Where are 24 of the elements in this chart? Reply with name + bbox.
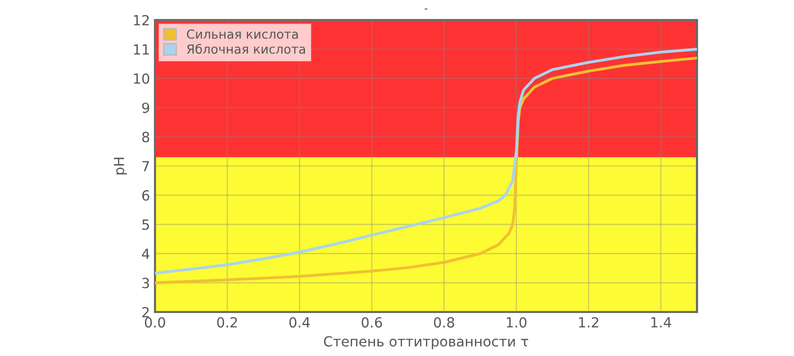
- chart-title: -: [424, 8, 428, 10]
- x-tick-label: 1.0: [506, 317, 526, 328]
- legend-label: Сильная кислота: [186, 29, 298, 39]
- y-tick-label: 6: [142, 190, 150, 201]
- y-tick-label: 7: [142, 161, 149, 172]
- y-tick-label: 2: [142, 306, 149, 318]
- x-tick-label: 0.6: [362, 317, 382, 328]
- x-tick-label: 0.2: [217, 317, 237, 328]
- y-tick-label: 5: [142, 220, 149, 230]
- x-tick-label: 0.8: [434, 317, 454, 328]
- y-tick-label: 12: [134, 14, 149, 26]
- legend-label: Яблочная кислота: [187, 44, 305, 54]
- x-tick-label: 1.2: [579, 317, 598, 328]
- y-tick-label: 9: [142, 102, 150, 114]
- x-tick-label: 1.4: [651, 317, 672, 328]
- y-axis-title: pH: [114, 158, 127, 174]
- y-tick-label: 10: [134, 73, 150, 84]
- x-axis-title: Степень оттитрованности τ: [324, 336, 528, 350]
- y-tick-label: 3: [142, 278, 150, 288]
- y-tick-label: 11: [134, 44, 149, 54]
- x-tick-label: 0.0: [144, 317, 166, 328]
- y-tick-label: 8: [142, 132, 150, 142]
- y-tick-label: 4: [142, 248, 150, 259]
- x-tick-label: 0.4: [289, 317, 310, 328]
